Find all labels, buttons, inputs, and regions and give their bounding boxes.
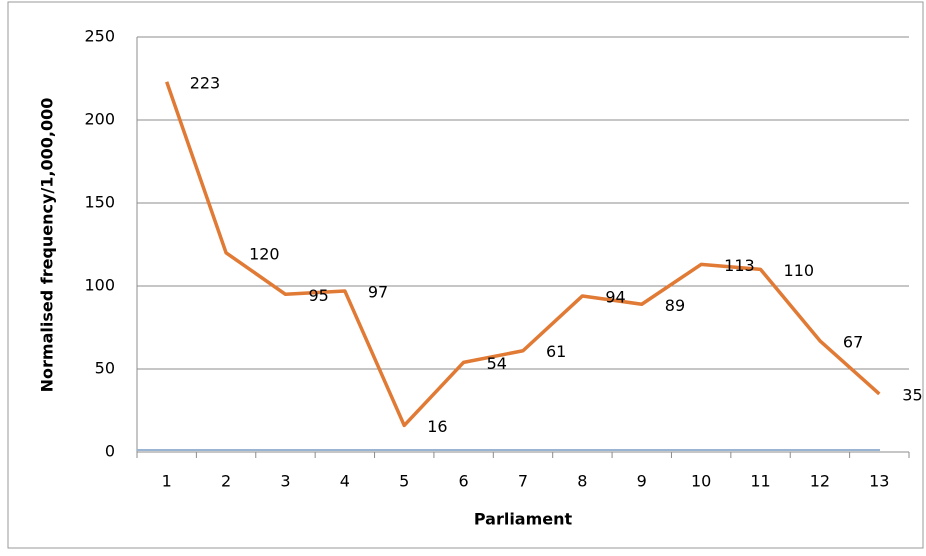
- y-tick-label: 0: [105, 442, 115, 461]
- chart-border: [7, 1, 924, 549]
- x-tick-label: 5: [399, 472, 409, 491]
- data-label: 89: [665, 296, 685, 315]
- y-tick-label: 200: [84, 110, 115, 129]
- x-tick-label: 13: [869, 472, 889, 491]
- x-tick-label: 4: [340, 472, 350, 491]
- data-label: 61: [546, 342, 566, 361]
- x-tick-label: 11: [750, 472, 770, 491]
- data-label: 54: [487, 354, 507, 373]
- x-tick-label: 6: [459, 472, 469, 491]
- x-axis-title: Parliament: [474, 510, 573, 529]
- data-label: 223: [190, 73, 221, 92]
- line-series: [165, 81, 881, 428]
- x-tick-label: 10: [691, 472, 711, 491]
- data-label: 67: [843, 332, 863, 351]
- data-label: 16: [427, 417, 447, 436]
- data-label: 113: [724, 256, 755, 275]
- data-label: 120: [249, 244, 280, 263]
- data-label: 95: [308, 286, 328, 305]
- y-tick-label: 150: [84, 193, 115, 212]
- data-label: 94: [605, 287, 625, 306]
- x-tick-label: 2: [221, 472, 231, 491]
- x-tick-label: 1: [162, 472, 172, 491]
- y-axis-title: Normalised frequency/1,000,000: [38, 98, 57, 393]
- data-label: 97: [368, 282, 388, 301]
- x-tick-label: 7: [518, 472, 528, 491]
- x-tick-label: 9: [637, 472, 647, 491]
- x-tick-label: 3: [280, 472, 290, 491]
- data-label: 35: [902, 385, 922, 404]
- data-label: 110: [784, 261, 815, 280]
- y-tick-label: 50: [95, 359, 115, 378]
- y-tick-label: 100: [84, 276, 115, 295]
- y-tick-label: 250: [84, 27, 115, 46]
- x-tick-label: 8: [577, 472, 587, 491]
- x-tick-label: 12: [810, 472, 830, 491]
